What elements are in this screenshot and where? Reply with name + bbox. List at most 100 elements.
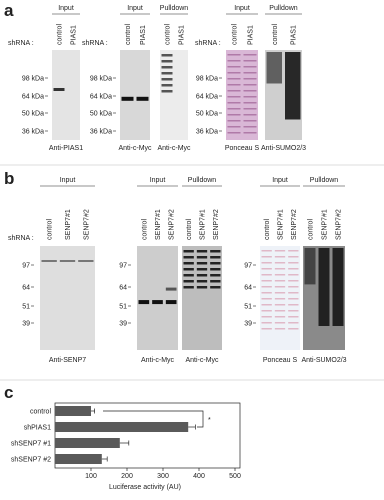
lane-label: control [125,24,132,45]
band [227,66,241,68]
lane-label: SENP7#1 [322,209,329,240]
band [261,310,272,312]
band [196,256,208,259]
band [138,300,150,305]
blot-image [160,50,188,140]
smear [304,248,316,285]
band [243,114,257,116]
band [161,66,173,69]
band [243,78,257,80]
band [183,256,194,259]
band [210,262,221,265]
category-label: shSENP7 #1 [11,441,51,448]
band [227,60,241,62]
blot-image [226,50,258,140]
band [243,66,257,68]
panel-label: a [4,1,14,20]
plot-frame [54,402,241,469]
blot-image [182,246,222,350]
x-tick-label: 400 [193,473,205,480]
band [274,322,286,324]
band [261,328,272,330]
blot-image [137,246,178,350]
mw-marker: 36 kDa [22,129,44,136]
band [210,250,221,253]
smear [332,248,344,326]
band [210,286,221,289]
band [227,96,241,98]
x-tick-label: 200 [121,473,133,480]
band [78,260,94,262]
band [210,268,221,271]
lane-label: control [264,219,271,240]
lane-label: control [47,219,54,240]
lane-label: SENP7#1 [155,209,162,240]
antibody-label: Anti-SUMO2/3 [261,145,306,152]
lane-label: SENP7#1 [200,209,207,240]
band [183,268,194,271]
band [274,310,286,312]
mw-marker: 64 kDa [22,94,44,101]
blot-image [120,50,150,140]
shrna-label: shRNA : [8,40,34,47]
category-label: shPIAS1 [24,425,51,432]
blot-header: Pulldown [188,177,217,184]
band [243,102,257,104]
band [274,262,286,264]
band [261,280,272,282]
band [165,287,177,291]
lane-label: SENP7#2 [213,209,220,240]
band [196,250,208,253]
band [183,274,194,277]
band [261,274,272,276]
band [274,250,286,252]
antibody-label: Anti-SENP7 [49,357,86,364]
smear [318,248,330,326]
band [183,262,194,265]
band [261,256,272,258]
blot-header: Pulldown [310,177,339,184]
band [165,300,177,305]
band [210,280,221,283]
band [161,84,173,87]
mw-marker: 50 kDa [22,111,44,118]
band [274,280,286,282]
band [274,298,286,300]
band [243,90,257,92]
mw-marker: 98 kDa [90,76,112,83]
band [243,108,257,110]
band [274,304,286,306]
mw-marker: 36 kDa [90,129,112,136]
band [183,280,194,283]
lane-label: control [308,219,315,240]
band [261,298,272,300]
band [243,60,257,62]
band [243,120,257,122]
band [161,78,173,81]
band [59,260,76,262]
band [274,286,286,288]
blot-header: Input [58,5,74,12]
panel-label: b [4,169,14,188]
band [196,262,208,265]
band [243,132,257,134]
band [161,54,173,57]
band [288,256,299,258]
shrna-label: shRNA : [195,40,221,47]
band [243,96,257,98]
blot-header: Input [60,177,76,184]
band [243,126,257,128]
band [121,96,134,101]
band [227,108,241,110]
band [161,90,173,93]
band [288,328,299,330]
band [136,96,149,101]
lane-label: PIAS1 [140,25,147,45]
lane-label: SENP7#2 [83,209,90,240]
band [210,256,221,259]
band [227,90,241,92]
band [288,268,299,270]
lane-label: control [186,219,193,240]
band [274,328,286,330]
